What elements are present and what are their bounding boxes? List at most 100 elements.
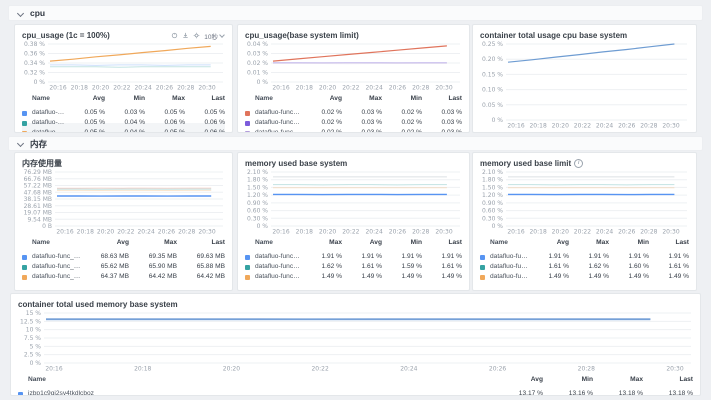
- legend-row[interactable]: datafluo-func_worker-3.1.lztss2s..1.45 %…: [480, 277, 689, 284]
- series-name: datafluo-func_worker-0.1.ihw408h..: [490, 252, 529, 260]
- section-header-memory[interactable]: 内存: [8, 136, 703, 151]
- series-color-swatch: [22, 121, 27, 126]
- svg-text:0 %: 0 %: [492, 117, 504, 124]
- series-value: 64.42 MB: [148, 272, 177, 280]
- svg-text:0 %: 0 %: [257, 223, 269, 230]
- legend-row[interactable]: datafluo-func_worker-3.1.lztss2s..1.45 %…: [245, 277, 462, 284]
- legend-col: Avg: [329, 94, 342, 102]
- interval-dropdown[interactable]: 10秒: [204, 31, 225, 41]
- series-value: 0.05 %: [84, 128, 105, 133]
- svg-text:0.60 %: 0.60 %: [482, 208, 503, 215]
- svg-text:20:16: 20:16: [45, 366, 62, 373]
- interval-label: 10秒: [204, 33, 218, 41]
- legend-header: Name Avg Min Max Last: [18, 374, 693, 384]
- svg-text:20:22: 20:22: [113, 85, 130, 92]
- panel-cpu-usage-1c: cpu_usage (1c = 100%) 10秒 0.38 % 0.36 % 0.…: [14, 24, 233, 133]
- svg-text:1.80 %: 1.80 %: [482, 177, 503, 184]
- svg-text:0.36 %: 0.36 %: [24, 51, 45, 58]
- svg-text:0.04 %: 0.04 %: [247, 41, 268, 48]
- legend-row[interactable]: datafluo-func_server.1.zock3po4ur.. 1.62 …: [245, 257, 462, 270]
- section-header-cpu[interactable]: cpu: [8, 5, 703, 21]
- series-value: 1.91 %: [668, 252, 689, 260]
- series-color-swatch: [22, 131, 27, 132]
- legend-row[interactable]: datafluo-func_worker-0.1.ihw408h8w2.. 68.…: [22, 247, 225, 260]
- series-value: 65.90 MB: [148, 262, 177, 270]
- info-icon[interactable]: i: [574, 159, 584, 168]
- legend-col: Max: [164, 238, 177, 246]
- svg-text:20:22: 20:22: [574, 229, 591, 236]
- svg-text:20:28: 20:28: [412, 85, 429, 92]
- legend: NameAvgMaxLastdatafluo-func_worker-0.1.i…: [22, 237, 225, 283]
- panel-title: memory used base system: [245, 159, 348, 168]
- svg-text:20:22: 20:22: [342, 85, 359, 92]
- svg-text:0.03 %: 0.03 %: [247, 51, 268, 58]
- legend-row[interactable]: datafluo-func_worker-0.1.ihw408h.. 1.91 %…: [245, 247, 462, 260]
- series-name: datafluo-func_worker-3.1.lztss2s..: [255, 283, 302, 284]
- download-icon[interactable]: [182, 32, 189, 39]
- svg-text:0.20 %: 0.20 %: [482, 56, 503, 63]
- legend-row[interactable]: izbp1c9qj2sv4tkdlcboz 13.17 % 13.16 % 13.18…: [18, 384, 693, 396]
- legend-row[interactable]: datafluo-func_worker-0.1.ufw486h.. 0.05 %…: [22, 113, 225, 126]
- legend-col: Avg: [92, 94, 105, 102]
- legend-col: Max: [369, 94, 382, 102]
- series-value: 0.03 %: [361, 128, 382, 133]
- svg-text:20:18: 20:18: [529, 229, 546, 236]
- svg-text:20:18: 20:18: [71, 85, 88, 92]
- series-value: 0.03 %: [361, 118, 382, 126]
- series-value: 1.91 %: [548, 252, 569, 260]
- series-value: 1.49 %: [628, 272, 649, 280]
- svg-text:66.76 MB: 66.76 MB: [24, 176, 52, 183]
- series-value: 0.05 %: [84, 118, 105, 126]
- legend-col: Max: [630, 375, 643, 383]
- legend-row[interactable]: datafluo-func_server.1.zock3po4ur.. 1.61 …: [480, 257, 689, 270]
- series-color-swatch: [245, 121, 250, 126]
- legend-header: Name Avg Max Last: [22, 237, 225, 247]
- legend-row[interactable]: datafluo-func_server.1.zock3podur.. 0.05 …: [22, 103, 225, 116]
- legend-col: Min: [637, 238, 649, 246]
- legend: NameAvgMaxMinLastdatafluo-func_worker-2.…: [245, 93, 462, 133]
- svg-text:20:24: 20:24: [400, 366, 417, 373]
- series-value: 13.18 %: [668, 389, 693, 396]
- legend-row[interactable]: datafluo-func_worker-3.1.lztss2sslm..63.…: [22, 277, 225, 284]
- legend: NameAvgMaxMinLastdatafluo-func_worker-0.…: [480, 237, 689, 283]
- series-value: 1.60 %: [628, 262, 649, 270]
- cpu-usage-chart: 0.38 % 0.36 % 0.34 % 0.32 % 0 % 20:16 20:18 20:…: [22, 41, 225, 92]
- legend-row[interactable]: datafluo-func_worker-6.1.qovl7cl.. 0.02 %…: [245, 113, 462, 126]
- legend-row[interactable]: datafluo-func_beat.1.pjywsayldh.. 0.05 % 0…: [22, 123, 225, 133]
- legend-col: Max: [596, 238, 609, 246]
- legend-row[interactable]: datafluo-func_worker-1.1.mlztlr2t.. 0.02 …: [245, 123, 462, 133]
- legend-col-name: Name: [32, 238, 50, 246]
- series-value: 0.04 %: [124, 128, 145, 133]
- panel-title: 内存使用量: [22, 159, 62, 168]
- legend-row[interactable]: datafluo-func_mysql.1.y5dldtxl3g.. 1.49 %…: [245, 267, 462, 280]
- sync-icon[interactable]: [171, 32, 178, 39]
- legend-row[interactable]: datafluo-func_worker-0.1.ihw408h.. 1.91 %…: [480, 247, 689, 260]
- legend-col-name: Name: [255, 238, 273, 246]
- gear-icon[interactable]: [193, 32, 200, 39]
- series-color-swatch: [480, 275, 485, 280]
- series-name: datafluo-func_server.1.zock3po4ur..: [490, 262, 529, 270]
- series-value: 0.03 %: [441, 108, 462, 116]
- series-value: 0.05 %: [84, 108, 105, 116]
- svg-text:20:30: 20:30: [435, 85, 452, 92]
- panel-memory-used-base-limit: memory used base limit i 2.10 % 1.80 % 1.5…: [472, 152, 697, 291]
- series-name: datafluo-func_worker-6.1.qovl7cl..: [255, 118, 302, 126]
- legend-row[interactable]: datafluo-func_worker-2.1.elixnlmy.. 0.02 …: [245, 103, 462, 116]
- svg-text:20:20: 20:20: [223, 366, 240, 373]
- legend-row[interactable]: datafluo-func_mysql.1.y5dldtxl3gcngr.. 64…: [22, 267, 225, 280]
- series-name: datafluo-func_worker-2.1.elixnlmy..: [255, 108, 302, 116]
- series-value: 1.49 %: [321, 272, 342, 280]
- svg-text:20:16: 20:16: [272, 85, 289, 92]
- series-value: 1.91 %: [321, 252, 342, 260]
- legend: NameMaxAvgMinLastdatafluo-func_worker-0.…: [245, 237, 462, 283]
- series-value: 1.45 %: [609, 283, 649, 284]
- legend-row[interactable]: datafluo-func_server.1.zock3po4ur4oku.. 6…: [22, 257, 225, 270]
- series-color-swatch: [480, 265, 485, 270]
- series-value: 13.18 %: [618, 389, 643, 396]
- legend-col: Avg: [556, 238, 569, 246]
- svg-text:2.5 %: 2.5 %: [24, 352, 41, 359]
- svg-text:0.30 %: 0.30 %: [247, 215, 268, 222]
- legend-row[interactable]: datafluo-func_mysql.1.y5dldtxl3g.. 1.49 %…: [480, 267, 689, 280]
- series-value: 1.61 %: [361, 262, 382, 270]
- legend-header: Name Avg Max Min Last: [480, 237, 689, 247]
